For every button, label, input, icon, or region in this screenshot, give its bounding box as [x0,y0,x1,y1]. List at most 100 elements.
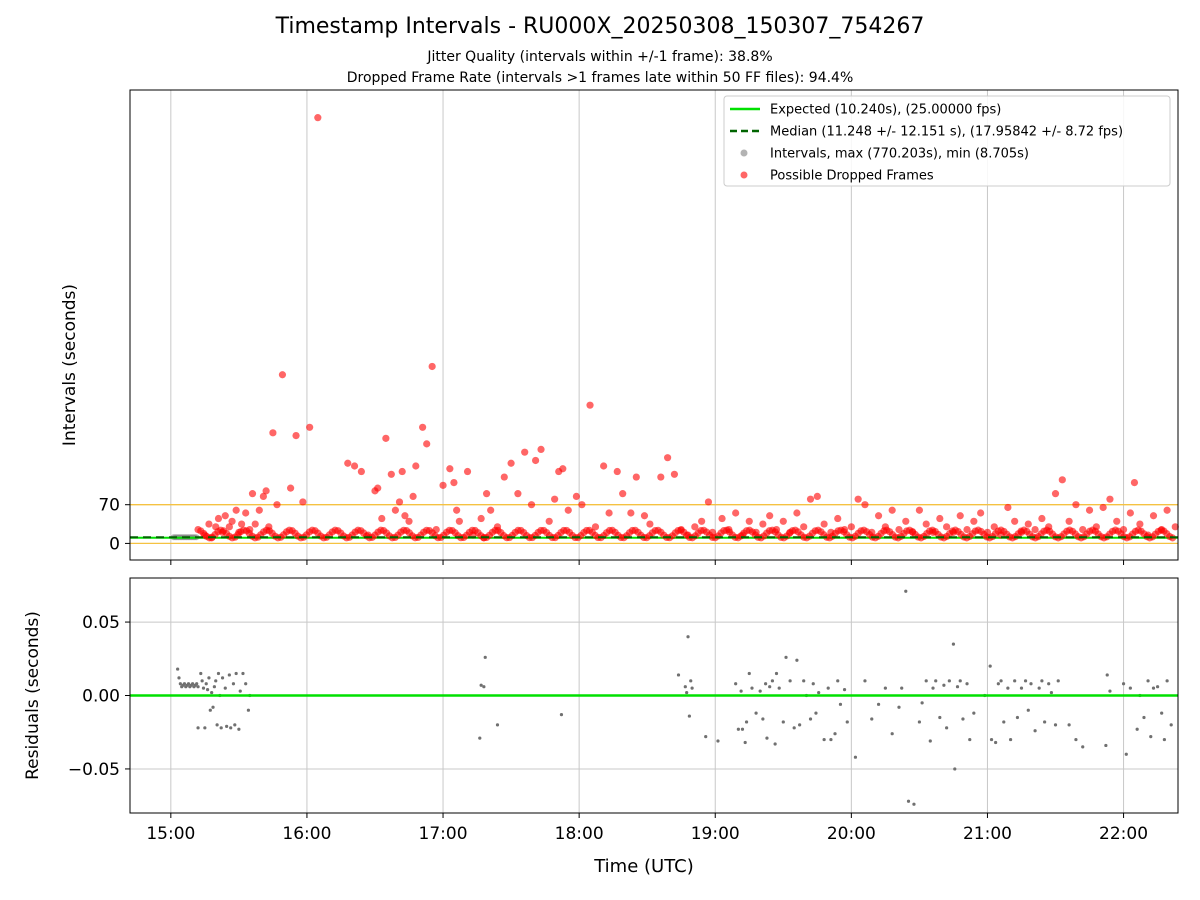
dropped-frame-point [228,517,236,525]
residual-point [1019,686,1024,690]
residual-point [200,679,204,683]
residual-point [203,726,207,730]
dropped-frame-point [646,520,654,528]
residual-point [808,717,813,721]
residual-point [478,736,482,740]
dropped-frame-point [514,490,522,498]
bottom-ytick-label: 0.05 [82,613,120,633]
top-ytick-label: 0 [109,534,120,554]
dropped-frame-point [806,495,815,503]
dropped-frame-point [205,520,213,528]
residual-point [1108,689,1112,693]
dropped-frame-point [221,512,229,520]
residual-point [201,686,206,690]
residual-point [182,682,187,686]
residual-point [989,737,994,742]
residual-point [1135,727,1139,731]
residual-point [1142,715,1146,720]
dropped-frame-point [507,459,515,467]
residual-point [214,679,218,683]
dropped-frame-point [1149,512,1158,520]
residual-point [1029,682,1033,686]
xtick-label: 18:00 [555,824,604,844]
residual-point [945,726,949,730]
dropped-frame-point [698,517,706,525]
residual-point [798,723,802,727]
residual-point [920,701,924,705]
dropped-frame-point [657,473,665,481]
dropped-frame-point [482,490,491,498]
residual-point [750,686,754,690]
residual-point [1081,745,1085,749]
residual-point [965,682,969,686]
chart-subtitle-dropped: Dropped Frame Rate (intervals >1 frames … [346,70,854,86]
residual-point [744,720,749,724]
dropped-frame-point [395,498,404,506]
residual-point [223,686,227,690]
residual-point [953,767,957,771]
dropped-frame-point [759,520,767,528]
dropped-frame-point [262,487,270,495]
residual-point [761,717,765,721]
dropped-frame-point [578,501,586,509]
dropped-frame-point [854,495,862,503]
dropped-frame-point [423,440,431,448]
dropped-frame-point [299,498,307,506]
residual-point [961,717,965,721]
residual-point [178,682,182,686]
dropped-frame-point [632,473,640,481]
dropped-frame-point [915,506,924,514]
dropped-frame-point [378,514,386,523]
dropped-frame-point [537,445,545,454]
residual-point [1067,723,1071,727]
residual-point [234,671,238,676]
dropped-frame-point [455,517,463,525]
xtick-label: 22:00 [1099,824,1148,844]
dropped-frame-point [428,362,436,371]
dropped-frame-point [1011,517,1019,525]
residual-point [822,737,826,742]
dropped-frame-point [412,462,420,470]
dropped-frame-point [242,509,250,517]
residual-point [559,712,564,717]
residual-point [229,726,233,730]
residual-point [196,726,200,730]
dropped-frame-point [1065,517,1073,525]
residual-point [1053,723,1058,727]
residual-point [781,720,785,724]
residual-point [739,689,743,693]
dropped-frame-point [1130,478,1139,487]
residual-point [931,686,935,690]
residual-point [838,702,843,706]
dropped-frame-point [619,490,627,498]
dropped-frame-point [691,523,699,531]
residual-point [1121,682,1126,686]
dropped-frame-point [259,492,267,501]
residual-point [207,676,211,680]
legend-label: Expected (10.240s), (25.00000 fps) [770,103,1001,118]
dropped-frame-point [977,509,985,517]
residual-point [186,682,191,686]
residual-point [988,664,992,668]
dropped-frame-point [779,517,787,525]
dropped-frame-point [1072,501,1080,509]
residual-point [792,726,796,730]
dropped-frame-point [391,506,400,514]
top-ylabel: Intervals (seconds) [60,284,80,446]
dropped-frame-point [834,514,842,523]
residual-point [876,702,881,706]
residual-point [870,717,874,721]
x-axis-label: Time (UTC) [593,856,694,877]
dropped-frame-point [591,523,600,531]
dropped-frame-point [943,523,951,531]
dropped-frame-point [439,481,447,489]
residual-point [1160,711,1164,715]
residual-point [246,708,251,712]
dropped-frame-point [640,512,649,520]
residual-point [758,689,762,693]
dropped-frame-point [1163,506,1171,514]
dropped-frame-point [1113,517,1121,525]
dropped-frame-point [1136,520,1144,528]
dropped-frame-point [398,467,406,476]
legend-swatch-marker [740,171,748,179]
